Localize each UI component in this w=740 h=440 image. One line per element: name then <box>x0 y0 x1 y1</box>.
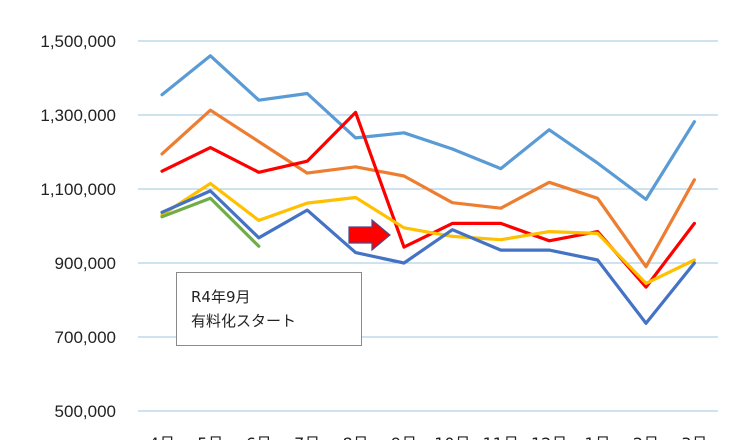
y-tick-label: 1,100,000 <box>40 180 116 199</box>
series-line-5 <box>160 189 696 325</box>
arrow-icon <box>348 218 391 252</box>
series-line-1 <box>160 54 696 201</box>
series-line-6 <box>160 196 261 248</box>
y-tick-label: 900,000 <box>55 254 116 273</box>
x-tick-label: 1月 <box>585 434 611 440</box>
x-axis-ticks: 4月 5月 6月 7月 8月 9月 10月 11月 12月 1月 2月 3月 <box>149 434 708 440</box>
annotation-box: R4年9月 有料化スタート <box>176 272 362 346</box>
annotation-line-2: 有料化スタート <box>191 312 297 330</box>
y-axis-ticks: 1,500,000 1,300,000 1,100,000 900,000 700,00… <box>40 32 116 421</box>
x-tick-label: 4月 <box>149 434 175 440</box>
x-tick-label: 2月 <box>633 434 659 440</box>
series-line-3 <box>160 110 696 289</box>
x-tick-label: 3月 <box>681 434 707 440</box>
y-tick-label: 1,500,000 <box>40 32 116 51</box>
x-tick-label: 10月 <box>434 434 470 440</box>
x-tick-label: 7月 <box>294 434 320 440</box>
series-line-4 <box>160 181 696 285</box>
x-tick-label: 11月 <box>483 434 519 440</box>
annotation-arrow <box>348 218 391 252</box>
y-tick-label: 1,300,000 <box>40 106 116 125</box>
x-tick-label: 8月 <box>343 434 369 440</box>
y-tick-label: 700,000 <box>55 328 116 347</box>
x-tick-label: 9月 <box>391 434 417 440</box>
series-lines <box>160 54 696 325</box>
x-tick-label: 12月 <box>531 434 567 440</box>
annotation-line-1: R4年9月 <box>191 288 251 306</box>
series-line-2 <box>160 108 696 269</box>
x-tick-label: 5月 <box>197 434 223 440</box>
gridlines <box>138 40 718 412</box>
x-tick-label: 6月 <box>246 434 272 440</box>
y-tick-label: 500,000 <box>55 402 116 421</box>
